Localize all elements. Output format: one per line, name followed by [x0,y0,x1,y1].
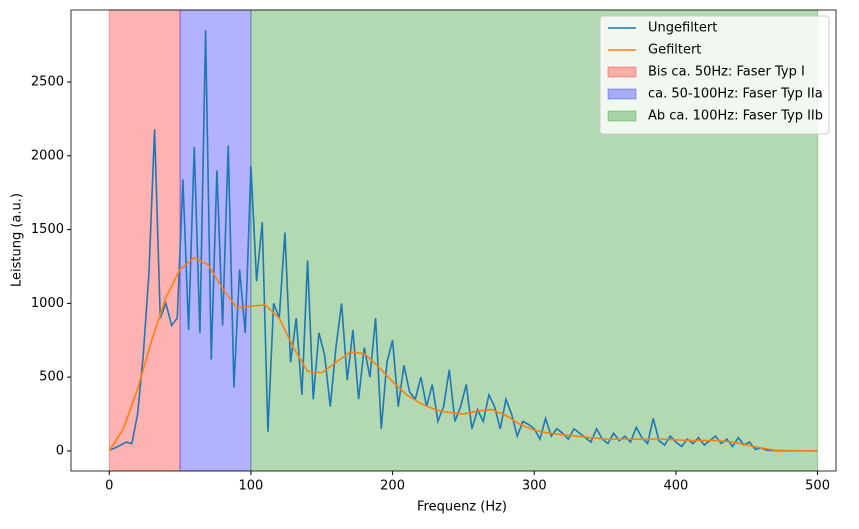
legend-patch [607,88,637,100]
y-tick-label: 2000 [31,148,64,163]
x-tick-label: 400 [664,479,689,494]
x-tick-label: 0 [105,479,113,494]
legend-patch [607,66,637,78]
legend-patch [607,110,637,122]
legend-label: Gefiltert [648,43,701,58]
legend-label: Ungefiltert [648,21,717,36]
y-tick-label: 1500 [31,222,64,237]
legend-label: Bis ca. 50Hz: Faser Typ I [648,65,805,80]
line [108,256,818,452]
legend-label: Ab ca. 100Hz: Faser Typ IIb [648,109,823,124]
x-axis-label: Frequenz (Hz) [417,500,507,515]
y-axis-label: Leistung (a.u.) [10,193,25,287]
y-tick-label: 0 [56,443,64,458]
legend-label: ca. 50-100Hz: Faser Typ IIa [648,87,823,102]
x-tick-label: 300 [522,479,547,494]
x-tick-label: 500 [805,479,830,494]
y-tick-label: 2500 [31,75,64,90]
span [108,9,181,472]
plot-frame [70,9,837,472]
x-tick-label: 100 [239,479,264,494]
legend-box [599,15,830,135]
line [108,30,818,452]
y-tick-label: 1000 [31,296,64,311]
y-tick-label: 500 [39,370,64,385]
x-tick-label: 200 [380,479,405,494]
